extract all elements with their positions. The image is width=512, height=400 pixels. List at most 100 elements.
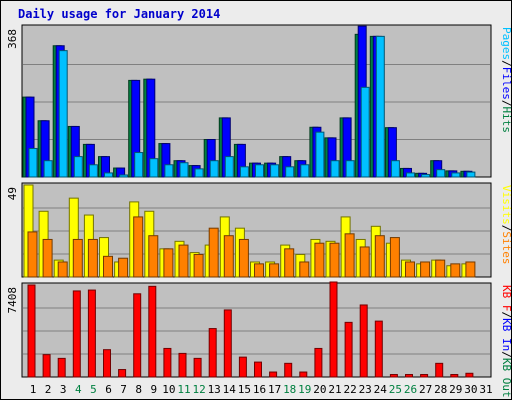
- bar-sites: [254, 263, 264, 278]
- x-tick-label: 4: [75, 383, 82, 396]
- bar-kb-f: [148, 285, 157, 378]
- ymax-label-bottom: 7408: [6, 287, 19, 314]
- bar-sites: [163, 248, 174, 278]
- bar-kb-f: [329, 281, 338, 378]
- bar-kb-f: [208, 328, 217, 378]
- x-tick-label: 28: [434, 383, 447, 396]
- bar-sites: [299, 261, 310, 278]
- x-tick-label: 30: [464, 383, 477, 396]
- bar-sites: [42, 238, 53, 278]
- x-tick-label: 24: [374, 383, 388, 396]
- x-tick-label: 7: [120, 383, 127, 396]
- x-tick-label: 3: [60, 383, 67, 396]
- bar-kb-f: [163, 347, 172, 378]
- bar-pages: [28, 147, 38, 178]
- bar-sites: [420, 261, 431, 278]
- bar-pages: [73, 156, 83, 178]
- bar-pages: [194, 168, 204, 178]
- bar-sites: [133, 216, 144, 278]
- bar-pages: [255, 164, 264, 178]
- bar-sites: [57, 261, 68, 278]
- legend-entry: /: [500, 60, 512, 67]
- bar-pages: [300, 164, 310, 178]
- bar-sites: [389, 237, 400, 278]
- bar-pages: [119, 174, 129, 178]
- legend-entry: Files: [500, 67, 512, 100]
- legend-entry: KB F: [500, 285, 512, 312]
- legend-entry: Hits: [500, 107, 512, 134]
- bar-pages: [451, 172, 461, 178]
- bar-pages: [209, 160, 219, 178]
- x-tick-label: 27: [419, 383, 432, 396]
- legend-entry: KB In: [500, 318, 512, 351]
- x-tick-label: 26: [404, 383, 417, 396]
- x-tick-label: 16: [253, 383, 266, 396]
- bar-pages: [285, 166, 295, 178]
- bar-kb-f: [405, 374, 413, 378]
- bar-sites: [435, 259, 446, 278]
- bar-sites: [27, 231, 38, 278]
- bar-sites: [314, 242, 325, 278]
- bar-sites: [148, 235, 159, 278]
- bar-sites: [359, 246, 370, 278]
- bar-kb-f: [374, 320, 383, 378]
- bar-kb-f: [103, 349, 111, 378]
- bar-pages: [88, 164, 98, 178]
- bar-sites: [208, 227, 219, 278]
- bar-pages: [104, 172, 113, 178]
- bar-kb-f: [178, 352, 187, 378]
- bar-pages: [375, 35, 385, 178]
- legend-entry: Visits: [500, 185, 512, 225]
- legend-entry: Pages: [500, 27, 512, 60]
- x-tick-label: 31: [479, 383, 492, 396]
- x-tick-label: 14: [223, 383, 237, 396]
- bar-sites: [72, 238, 83, 278]
- x-tick-label: 2: [45, 383, 52, 396]
- x-tick-label: 21: [328, 383, 341, 396]
- bar-kb-f: [72, 290, 81, 378]
- x-tick-label: 8: [135, 383, 142, 396]
- bar-kb-f: [223, 309, 232, 378]
- bar-pages: [224, 156, 234, 178]
- legend-top: Pages/Files/Hits: [500, 27, 512, 133]
- bar-sites: [465, 261, 476, 278]
- x-tick-label: 1: [30, 383, 37, 396]
- legend-entry: KB Out: [500, 358, 512, 398]
- bar-pages: [58, 50, 68, 178]
- bar-sites: [374, 235, 385, 278]
- x-tick-label: 12: [192, 383, 205, 396]
- bar-kb-f: [314, 347, 323, 378]
- x-tick-label: 22: [343, 383, 356, 396]
- bar-kb-f: [344, 321, 353, 378]
- bar-pages: [134, 152, 144, 178]
- bar-kb-f: [254, 361, 262, 378]
- bar-sites: [223, 235, 234, 278]
- plot-area-top: [21, 24, 492, 178]
- bar-sites: [238, 238, 249, 278]
- bar-pages: [421, 174, 431, 178]
- bar-pages: [43, 160, 53, 178]
- bar-sites: [450, 263, 461, 278]
- bar-sites: [269, 263, 280, 278]
- bar-pages: [315, 131, 325, 178]
- bar-pages: [270, 164, 280, 178]
- x-tick-label: 6: [105, 383, 112, 396]
- x-tick-label: 10: [162, 383, 175, 396]
- bar-pages: [330, 160, 340, 178]
- bar-sites: [193, 253, 204, 278]
- bar-sites: [178, 244, 189, 278]
- legend-entry: Sites: [500, 231, 512, 264]
- bar-kb-f: [435, 362, 444, 378]
- bar-kb-f: [27, 284, 36, 378]
- bar-kb-f: [118, 369, 127, 378]
- bar-pages: [466, 171, 476, 178]
- x-tick-label: 17: [268, 383, 281, 396]
- x-tick-label: 29: [449, 383, 462, 396]
- bar-kb-f: [284, 362, 293, 378]
- bar-pages: [239, 166, 249, 178]
- x-tick-label: 18: [283, 383, 296, 396]
- legend-middle: Visits/Sites: [500, 185, 512, 265]
- legend-entry: /: [500, 312, 512, 319]
- plot-area-bottom: [21, 282, 492, 378]
- bar-kb-f: [57, 357, 66, 378]
